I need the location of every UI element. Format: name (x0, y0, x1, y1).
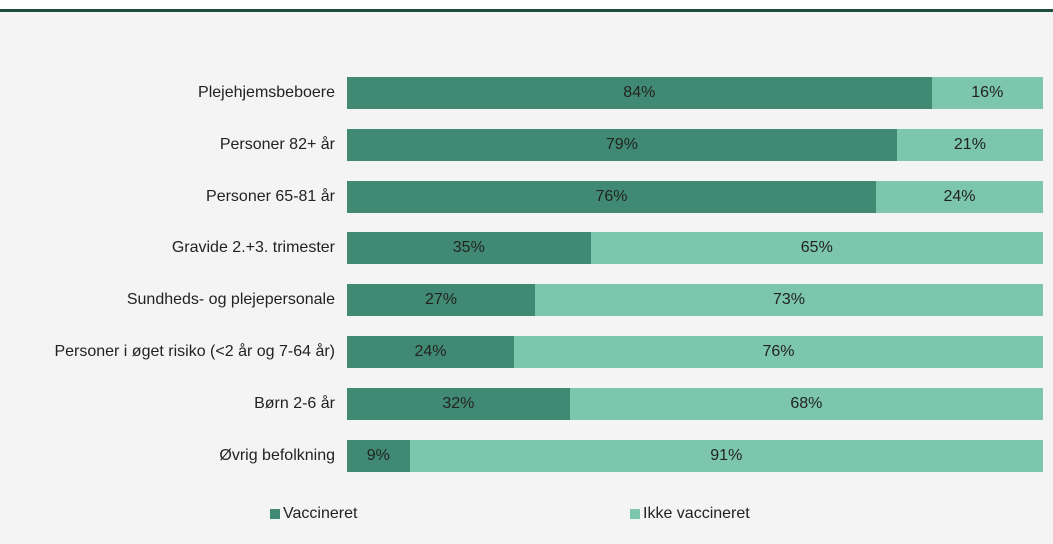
value-label: 21% (953, 135, 986, 153)
category-label: Personer 65-81 år (206, 187, 335, 205)
value-label: 9% (366, 446, 390, 464)
legend-label: Vaccineret (283, 505, 358, 522)
category-label: Gravide 2.+3. trimester (171, 239, 335, 257)
bar-segment (896, 128, 1043, 161)
legend-marker (270, 509, 280, 519)
bar-segment (347, 180, 876, 213)
category-label: Plejehjemsbeboere (198, 84, 335, 101)
value-label: 84% (623, 84, 656, 101)
bar-segment (875, 180, 1043, 213)
bar-segment (347, 284, 535, 317)
bar-segment (347, 336, 515, 368)
bar-segment (590, 232, 1043, 265)
legend-label: Ikke vaccineret (643, 505, 750, 522)
bar-segment (347, 439, 410, 472)
bar-segment (534, 284, 1043, 317)
value-label: 27% (424, 291, 457, 309)
category-label: Sundheds- og plejepersonale (126, 291, 335, 309)
value-label: 76% (762, 343, 795, 360)
bar-segment (347, 128, 897, 161)
value-label: 73% (772, 291, 805, 309)
bar-segment (931, 77, 1043, 109)
category-label: Øvrig befolkning (219, 446, 335, 464)
value-label: 24% (943, 187, 976, 205)
value-label: 32% (442, 394, 475, 412)
value-label: 79% (605, 135, 638, 153)
category-label: Personer i øget risiko (<2 år og 7-64 år… (54, 343, 335, 360)
category-label: Børn 2-6 år (254, 394, 335, 412)
legend-marker (630, 509, 640, 519)
value-label: 65% (800, 239, 833, 257)
value-label: 68% (790, 394, 823, 412)
bar-segment (347, 387, 570, 420)
top-rule (0, 9, 1053, 12)
bar-segment (347, 232, 591, 265)
bar-segment (347, 77, 932, 109)
bar-segment (409, 439, 1043, 472)
value-label: 24% (414, 343, 447, 360)
bar-segment (569, 387, 1043, 420)
value-label: 76% (595, 187, 628, 205)
value-label: 35% (452, 239, 485, 257)
category-label: Personer 82+ år (219, 135, 335, 153)
value-label: 91% (710, 446, 743, 464)
value-label: 16% (971, 84, 1004, 101)
bar-segment (514, 336, 1043, 368)
